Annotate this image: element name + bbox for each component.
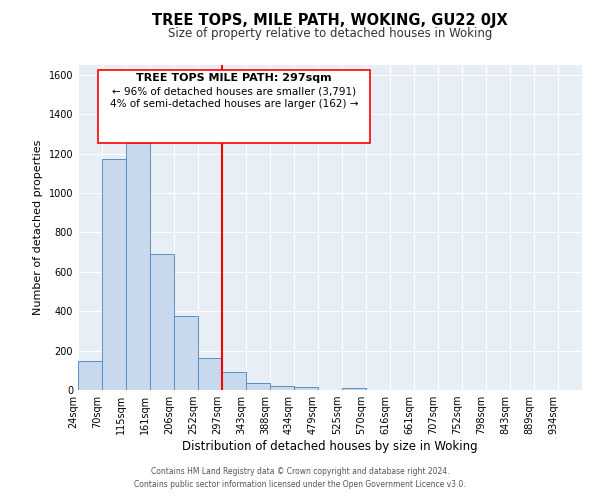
Text: TREE TOPS, MILE PATH, WOKING, GU22 0JX: TREE TOPS, MILE PATH, WOKING, GU22 0JX <box>152 12 508 28</box>
Y-axis label: Number of detached properties: Number of detached properties <box>33 140 43 315</box>
Bar <box>270 386 294 390</box>
Bar <box>150 254 174 390</box>
Bar <box>102 158 126 390</box>
Text: 4% of semi-detached houses are larger (162) →: 4% of semi-detached houses are larger (1… <box>110 99 358 109</box>
Bar <box>342 388 366 390</box>
X-axis label: Distribution of detached houses by size in Woking: Distribution of detached houses by size … <box>182 440 478 453</box>
Bar <box>126 143 150 390</box>
Text: TREE TOPS MILE PATH: 297sqm: TREE TOPS MILE PATH: 297sqm <box>136 73 332 83</box>
FancyBboxPatch shape <box>98 70 370 143</box>
Bar <box>174 316 198 390</box>
Bar <box>222 372 246 390</box>
Text: Contains public sector information licensed under the Open Government Licence v3: Contains public sector information licen… <box>134 480 466 489</box>
Text: Contains HM Land Registry data © Crown copyright and database right 2024.: Contains HM Land Registry data © Crown c… <box>151 467 449 476</box>
Bar <box>198 358 222 390</box>
Bar <box>246 383 270 390</box>
Text: ← 96% of detached houses are smaller (3,791): ← 96% of detached houses are smaller (3,… <box>112 86 356 96</box>
Text: Size of property relative to detached houses in Woking: Size of property relative to detached ho… <box>168 28 492 40</box>
Bar <box>294 387 318 390</box>
Bar <box>78 362 102 390</box>
